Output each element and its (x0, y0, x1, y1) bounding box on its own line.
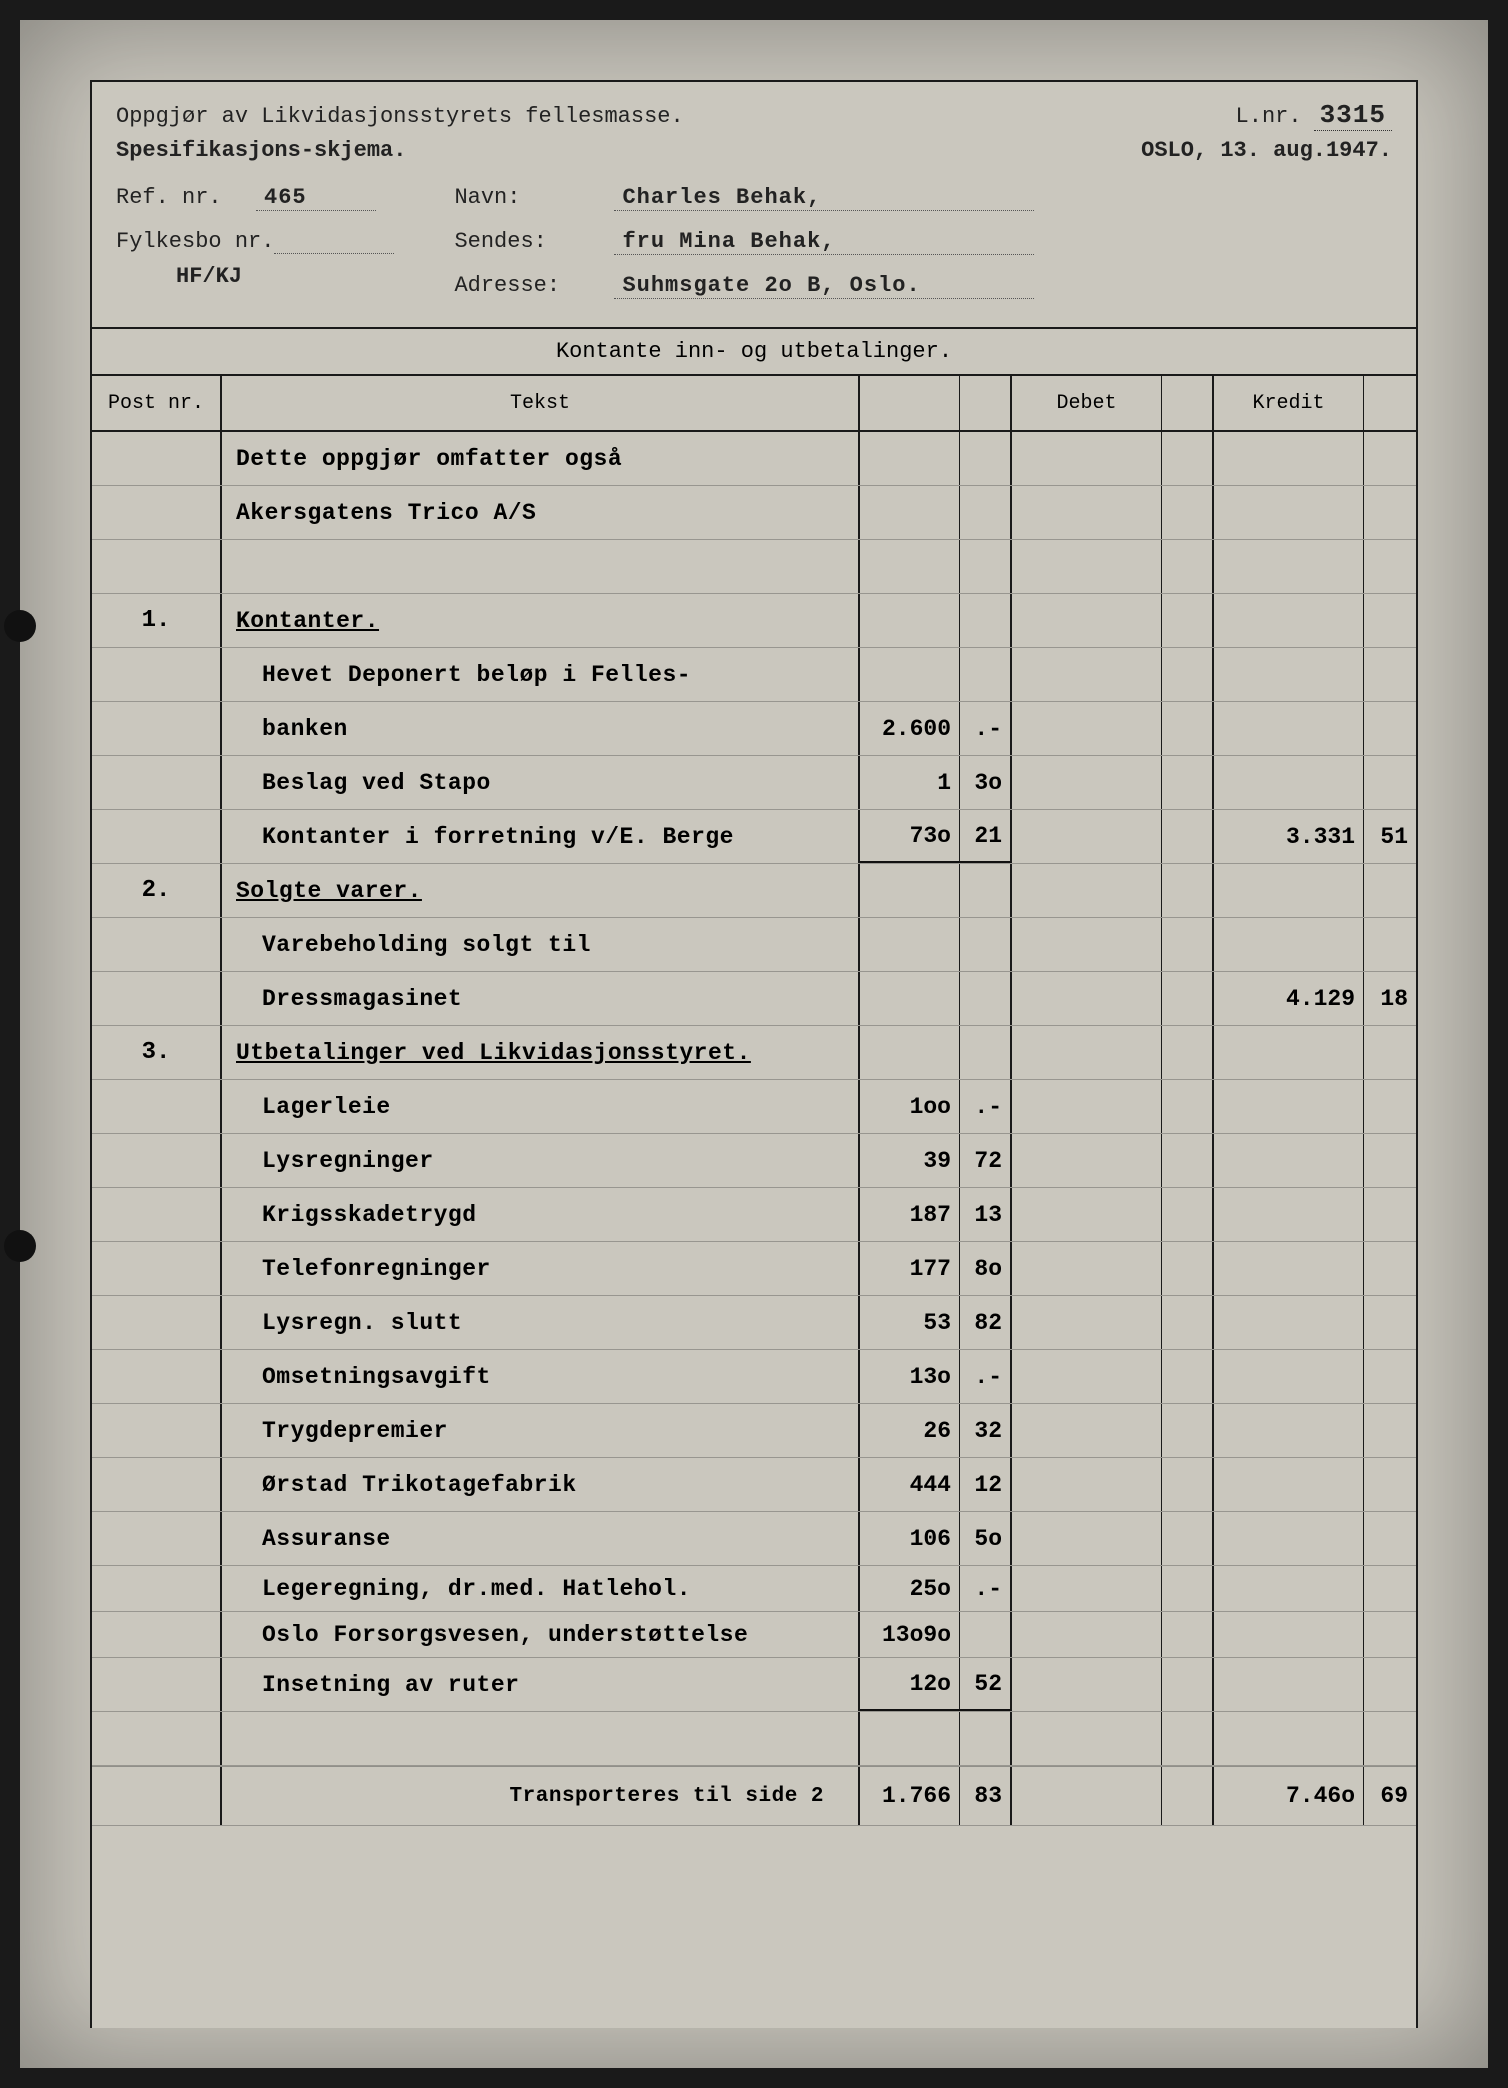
transport-label: Transporteres til side 2 (222, 1767, 860, 1825)
table-row: Akersgatens Trico A/S (92, 486, 1416, 540)
transport-a1: 1.766 (860, 1767, 960, 1825)
row-text: Beslag ved Stapo (262, 770, 491, 796)
col-debet-sub (1162, 376, 1214, 430)
table-row: Assuranse1065o (92, 1512, 1416, 1566)
table-row: Legeregning, dr.med. Hatlehol.25o.- (92, 1566, 1416, 1612)
row-text: Omsetningsavgift (262, 1364, 491, 1390)
table-row: 1.Kontanter. (92, 594, 1416, 648)
fylkesbo-value (274, 229, 394, 254)
hf-code: HF/KJ (176, 264, 394, 289)
adresse-label: Adresse: (454, 273, 594, 299)
table-row: Lagerleie1oo.- (92, 1080, 1416, 1134)
col-debet: Debet (1012, 376, 1162, 430)
row-text: Legeregning, dr.med. Hatlehol. (262, 1576, 691, 1602)
punch-hole (4, 1230, 36, 1262)
place: OSLO, (1141, 138, 1207, 163)
row-text: Hevet Deponert beløp i Felles- (262, 662, 691, 688)
table-row: Omsetningsavgift13o.- (92, 1350, 1416, 1404)
table-row: Kontanter i forretning v/E. Berge73o213.… (92, 810, 1416, 864)
ledger-table: Kontante inn- og utbetalinger. Post nr. … (92, 327, 1416, 1826)
navn-value: Charles Behak, (614, 185, 1034, 211)
header: Oppgjør av Likvidasjonsstyrets fellesmas… (92, 82, 1416, 309)
row-text: banken (262, 716, 348, 742)
table-row: Krigsskadetrygd18713 (92, 1188, 1416, 1242)
adresse-value: Suhmsgate 2o B, Oslo. (614, 273, 1034, 299)
ref-value: 465 (256, 185, 376, 211)
document-inner: Oppgjør av Likvidasjonsstyrets fellesmas… (90, 80, 1418, 2028)
row-text: Krigsskadetrygd (262, 1202, 477, 1228)
table-row: Beslag ved Stapo13o (92, 756, 1416, 810)
transport-row: Transporteres til side 2 1.766 83 7.46o … (92, 1766, 1416, 1826)
table-body: Dette oppgjør omfatter også Akersgatens T… (92, 432, 1416, 1766)
row-text: Kontanter. (236, 608, 379, 634)
row-text: Telefonregninger (262, 1256, 491, 1282)
row-text: Akersgatens Trico A/S (236, 500, 536, 526)
table-row: 2.Solgte varer. (92, 864, 1416, 918)
col-kredit-sub (1364, 376, 1416, 430)
row-text: Ørstad Trikotagefabrik (262, 1472, 577, 1498)
col-tekst: Tekst (222, 376, 860, 430)
lnr: L.nr. 3315 (1236, 100, 1392, 130)
row-text: Oslo Forsorgsvesen, understøttelse (262, 1622, 748, 1648)
transport-a2: 83 (960, 1767, 1012, 1825)
place-date: OSLO, 13. aug.1947. (1141, 138, 1392, 163)
table-row: Oslo Forsorgsvesen, understøttelse13o9o (92, 1612, 1416, 1658)
page: Oppgjør av Likvidasjonsstyrets fellesmas… (20, 20, 1488, 2068)
row-text: Insetning av ruter (262, 1672, 519, 1698)
row-text: Kontanter i forretning v/E. Berge (262, 824, 734, 850)
row-text: Varebeholding solgt til (262, 932, 591, 958)
row-text: Lagerleie (262, 1094, 391, 1120)
table-row: banken2.600.- (92, 702, 1416, 756)
row-text: Lysregninger (262, 1148, 434, 1174)
sendes-label: Sendes: (454, 229, 594, 255)
fylkesbo-label: Fylkesbo nr. (116, 229, 274, 254)
table-row (92, 540, 1416, 594)
row-text: Dette oppgjør omfatter også (236, 446, 622, 472)
table-row: Dressmagasinet4.12918 (92, 972, 1416, 1026)
date: 13. aug.1947. (1220, 138, 1392, 163)
section-title: Kontante inn- og utbetalinger. (92, 329, 1416, 376)
col-post: Post nr. (92, 376, 222, 430)
title-line-2: Spesifikasjons-skjema. (116, 138, 406, 163)
table-row: Lysregninger3972 (92, 1134, 1416, 1188)
table-row: Insetning av ruter12o52 (92, 1658, 1416, 1712)
table-row (92, 1712, 1416, 1766)
table-row: Telefonregninger1778o (92, 1242, 1416, 1296)
table-row: Dette oppgjør omfatter også (92, 432, 1416, 486)
lnr-label: L.nr. (1236, 104, 1302, 129)
column-headers: Post nr. Tekst Debet Kredit (92, 376, 1416, 432)
table-row: Lysregn. slutt5382 (92, 1296, 1416, 1350)
transport-k1: 7.46o (1214, 1767, 1364, 1825)
row-text: Assuranse (262, 1526, 391, 1552)
table-row: Trygdepremier2632 (92, 1404, 1416, 1458)
ref-label: Ref. nr. (116, 185, 256, 211)
title-line-1: Oppgjør av Likvidasjonsstyrets fellesmas… (116, 104, 684, 129)
sendes-value: fru Mina Behak, (614, 229, 1034, 255)
row-text: Trygdepremier (262, 1418, 448, 1444)
transport-k2: 69 (1364, 1767, 1416, 1825)
transport-text: Transporteres til side 2 (510, 1785, 824, 1808)
col-amount-sub (960, 376, 1012, 430)
punch-hole (4, 610, 36, 642)
table-row: Ørstad Trikotagefabrik44412 (92, 1458, 1416, 1512)
row-text: Dressmagasinet (262, 986, 462, 1012)
lnr-value: 3315 (1314, 100, 1392, 131)
table-row: 3.Utbetalinger ved Likvidasjonsstyret. (92, 1026, 1416, 1080)
table-row: Hevet Deponert beløp i Felles- (92, 648, 1416, 702)
table-row: Varebeholding solgt til (92, 918, 1416, 972)
navn-label: Navn: (454, 185, 594, 211)
row-text: Lysregn. slutt (262, 1310, 462, 1336)
row-text: Utbetalinger ved Likvidasjonsstyret. (236, 1040, 751, 1066)
col-amount-main (860, 376, 960, 430)
col-kredit: Kredit (1214, 376, 1364, 430)
row-text: Solgte varer. (236, 878, 422, 904)
